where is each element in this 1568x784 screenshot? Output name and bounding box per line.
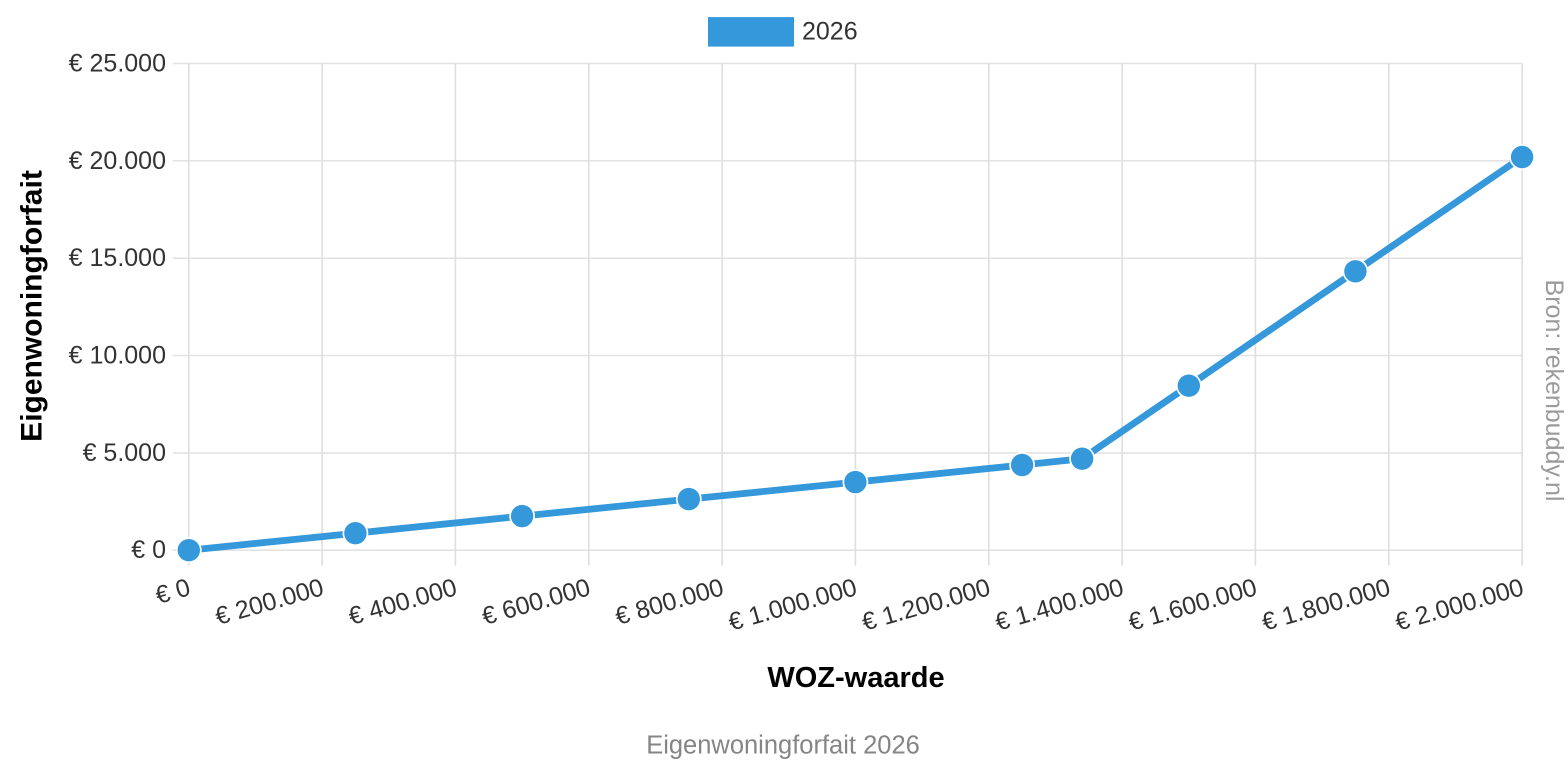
svg-text:€ 5.000: € 5.000 [83, 439, 166, 467]
svg-text:€ 20.000: € 20.000 [69, 147, 166, 175]
svg-text:Eigenwoningforfait: Eigenwoningforfait [16, 170, 49, 442]
svg-text:€ 0: € 0 [131, 536, 166, 564]
svg-text:2026: 2026 [802, 18, 858, 46]
svg-text:€ 10.000: € 10.000 [69, 342, 166, 370]
svg-text:WOZ-waarde: WOZ-waarde [767, 662, 944, 694]
svg-text:€ 25.000: € 25.000 [69, 50, 166, 78]
svg-text:€ 15.000: € 15.000 [69, 244, 166, 272]
svg-text:Bron: rekenbuddy.nl: Bron: rekenbuddy.nl [1540, 280, 1568, 502]
svg-text:Eigenwoningforfait 2026: Eigenwoningforfait 2026 [646, 732, 920, 760]
